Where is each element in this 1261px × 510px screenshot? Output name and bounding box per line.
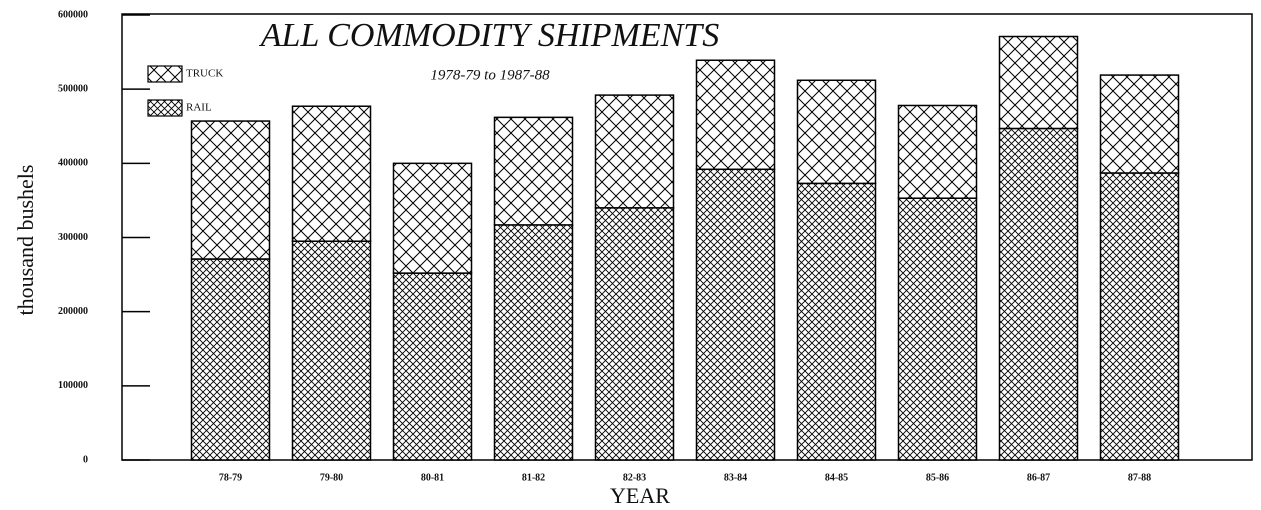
chart-subtitle: 1978-79 to 1987-88 bbox=[430, 67, 550, 83]
x-tick-label: 86-87 bbox=[1027, 472, 1050, 483]
bar-segment bbox=[392, 272, 473, 461]
bar-segment bbox=[594, 94, 675, 209]
bar-segment bbox=[594, 207, 675, 461]
bar-segment bbox=[291, 105, 372, 242]
x-axis-label: YEAR bbox=[610, 483, 670, 508]
plot-frame bbox=[121, 13, 1253, 461]
legend-label: RAIL bbox=[186, 102, 212, 114]
legend-swatch bbox=[147, 65, 183, 83]
x-tick-label: 82-83 bbox=[623, 472, 646, 483]
y-tick-label: 400000 bbox=[58, 158, 88, 169]
x-tick-label: 78-79 bbox=[219, 472, 242, 483]
x-tick-label: 87-88 bbox=[1128, 472, 1151, 483]
x-tick-label: 85-86 bbox=[926, 472, 949, 483]
y-tick-label: 500000 bbox=[58, 83, 88, 94]
bar-segment bbox=[190, 120, 271, 260]
x-tick-label: 80-81 bbox=[421, 472, 444, 483]
bar-segment bbox=[897, 197, 978, 461]
bar-segment bbox=[190, 258, 271, 461]
y-tick-label: 100000 bbox=[58, 380, 88, 391]
y-axis-label: thousand bushels bbox=[13, 165, 38, 316]
bar-segment bbox=[493, 116, 574, 226]
bar-segment bbox=[1099, 172, 1180, 461]
x-tick-label: 83-84 bbox=[724, 472, 747, 483]
bar-segment bbox=[1099, 74, 1180, 174]
x-tick-label: 79-80 bbox=[320, 472, 343, 483]
y-tick-label: 600000 bbox=[58, 9, 88, 20]
x-tick-label: 81-82 bbox=[522, 472, 545, 483]
chart-title: ALL COMMODITY SHIPMENTS bbox=[259, 17, 719, 54]
legend-label: TRUCK bbox=[186, 68, 223, 80]
bar-segment bbox=[695, 59, 776, 171]
bar-segment bbox=[493, 224, 574, 461]
legend-swatch bbox=[147, 99, 183, 117]
bar-segment bbox=[998, 127, 1079, 461]
bar-segment bbox=[392, 162, 473, 274]
x-tick-label: 84-85 bbox=[825, 472, 848, 483]
bar-segment bbox=[796, 182, 877, 461]
bar-segment bbox=[897, 104, 978, 199]
y-tick-label: 200000 bbox=[58, 306, 88, 317]
bar-segment bbox=[998, 35, 1079, 130]
bar-segment bbox=[695, 168, 776, 461]
y-tick-label: 300000 bbox=[58, 232, 88, 243]
y-tick-label: 0 bbox=[83, 454, 88, 465]
bar-segment bbox=[796, 79, 877, 185]
bar-segment bbox=[291, 240, 372, 461]
